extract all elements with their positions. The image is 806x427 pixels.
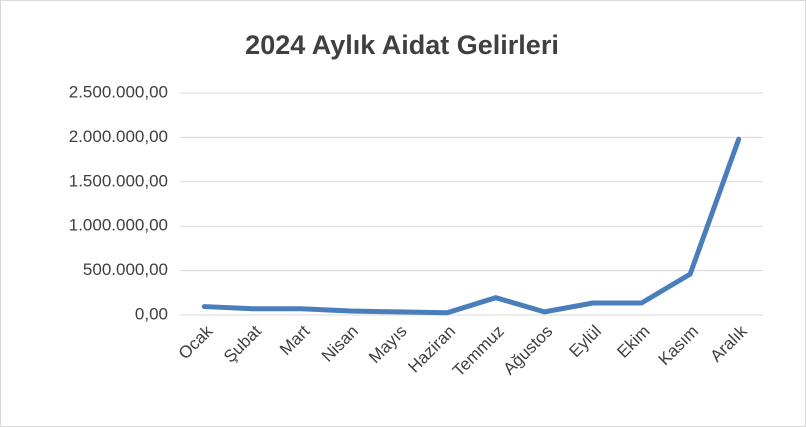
chart-title: 2024 Aylık Aidat Gelirleri: [245, 30, 559, 60]
y-tick-label: 1.500.000,00: [69, 171, 168, 190]
y-tick-label: 2.000.000,00: [69, 127, 168, 146]
y-tick-label: 500.000,00: [83, 260, 168, 279]
y-tick-label: 1.000.000,00: [69, 216, 168, 235]
y-tick-label: 0,00: [135, 304, 168, 323]
y-tick-label: 2.500.000,00: [69, 82, 168, 101]
line-series: [201, 136, 742, 316]
